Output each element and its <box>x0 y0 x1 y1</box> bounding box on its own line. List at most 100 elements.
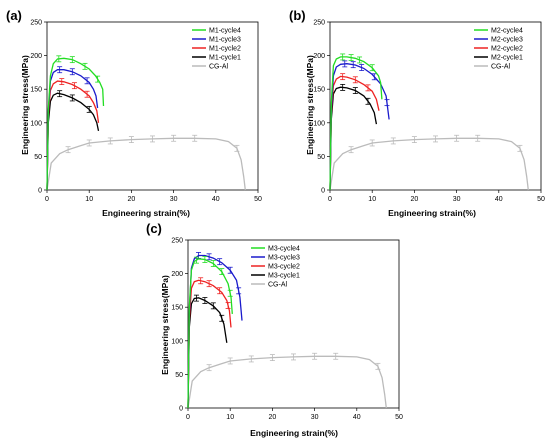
y-tick-label: 250 <box>313 20 325 27</box>
x-tick-label: 40 <box>212 196 220 203</box>
series-line-M3-cycle2 <box>187 279 232 409</box>
legend-label: M3-cycle1 <box>268 273 300 280</box>
error-bar <box>219 268 225 275</box>
legend-label: M3-cycle4 <box>268 246 300 253</box>
panel-b: (b) Engineering stress(MPa) Engineering … <box>289 8 545 218</box>
error-bar <box>352 87 358 94</box>
panel-label: (a) <box>6 8 22 23</box>
series-group <box>187 252 387 409</box>
error-bar <box>69 56 75 64</box>
series-line-M1-cycle3 <box>46 69 99 191</box>
error-bar <box>82 62 88 70</box>
error-bar <box>357 56 363 64</box>
x-tick-label: 0 <box>45 196 49 203</box>
error-bar <box>227 289 233 297</box>
error-bar <box>340 73 346 81</box>
series-line-M1-cycle4 <box>46 57 105 191</box>
x-axis-label: Engineering strain(%) <box>250 428 338 438</box>
error-bar <box>198 277 204 285</box>
x-tick-label: 40 <box>353 414 361 421</box>
x-tick-label: 0 <box>186 414 190 421</box>
error-bar <box>193 256 199 264</box>
series-line-CG-Al <box>329 137 529 191</box>
series-line-M1-cycle1 <box>46 92 100 191</box>
legend-label: M1-cycle1 <box>209 55 241 62</box>
x-tick-label: 40 <box>495 196 503 203</box>
plot-frame <box>187 239 400 409</box>
axis-ticks: 0 10 20 30 40 50 0 50 100 150 200 250 <box>313 20 545 204</box>
error-bar <box>86 105 92 113</box>
error-bar <box>210 302 216 310</box>
y-tick-label: 50 <box>317 154 325 161</box>
error-bar <box>384 99 390 107</box>
error-bar <box>352 76 358 84</box>
error-bar <box>475 134 481 142</box>
error-bar <box>56 55 62 63</box>
legend-label: CG-Al <box>209 64 229 71</box>
y-tick-label: 250 <box>30 20 42 27</box>
error-bar <box>269 354 275 362</box>
y-tick-label: 200 <box>30 53 42 60</box>
plot-frame <box>329 21 542 191</box>
series-group <box>329 53 529 191</box>
series-line-M3-cycle1 <box>187 297 228 409</box>
error-bar <box>291 353 296 361</box>
error-bar <box>192 134 198 142</box>
x-axis-label: Engineering strain(%) <box>388 208 476 218</box>
error-bar <box>206 280 212 288</box>
error-bar <box>371 73 377 81</box>
error-bar <box>333 352 339 360</box>
error-bar <box>65 146 71 154</box>
series-line-CG-Al <box>46 137 246 191</box>
y-tick-label: 50 <box>34 154 42 161</box>
error-bar <box>340 53 346 61</box>
error-bar <box>359 64 365 71</box>
x-tick-label: 0 <box>328 196 332 203</box>
error-bar <box>95 75 101 83</box>
error-bar <box>411 136 417 144</box>
error-bar <box>342 60 348 68</box>
error-bar <box>202 297 208 304</box>
error-bar <box>433 135 438 143</box>
panel-a: (a) Engineering stress(MPa) Engineering … <box>6 8 262 218</box>
error-bar <box>219 314 225 322</box>
error-bar <box>369 64 375 72</box>
x-tick-label: 10 <box>226 414 234 421</box>
legend-label: CG-Al <box>491 64 511 71</box>
panel-label: (c) <box>146 221 162 236</box>
legend-label: M1-cycle3 <box>209 37 241 44</box>
axis-ticks: 0 10 20 30 40 50 0 50 100 150 200 250 <box>30 20 262 204</box>
legend-label: M2-cycle4 <box>491 28 523 35</box>
error-bar <box>217 258 223 266</box>
x-tick-label: 10 <box>85 196 93 203</box>
error-bar <box>86 139 92 147</box>
y-tick-label: 200 <box>171 271 183 278</box>
error-bar <box>390 137 396 145</box>
y-tick-label: 250 <box>171 238 183 245</box>
panel-c: (c) Engineering stress(MPa) Engineering … <box>146 221 403 438</box>
legend-label: M1-cycle2 <box>209 46 241 53</box>
y-tick-label: 150 <box>313 87 325 94</box>
legend-label: M3-cycle3 <box>268 255 300 262</box>
error-bar <box>84 90 90 98</box>
error-bar <box>365 97 371 105</box>
error-bar <box>234 144 240 152</box>
error-bar <box>312 352 318 360</box>
error-bar <box>71 82 77 90</box>
panel-label: (b) <box>289 8 306 23</box>
x-tick-label: 30 <box>170 196 178 203</box>
y-tick-label: 0 <box>179 406 183 413</box>
error-bar <box>369 139 375 147</box>
y-tick-label: 0 <box>321 188 325 195</box>
error-bar <box>350 61 356 69</box>
error-bar <box>59 78 65 85</box>
legend-label: M2-cycle2 <box>491 46 523 53</box>
error-bar <box>57 66 63 74</box>
error-bar <box>107 137 113 145</box>
error-bar <box>236 287 242 295</box>
error-bar <box>348 146 354 154</box>
error-bar <box>227 357 233 365</box>
error-bar <box>248 355 254 363</box>
plot-frame <box>46 21 259 191</box>
